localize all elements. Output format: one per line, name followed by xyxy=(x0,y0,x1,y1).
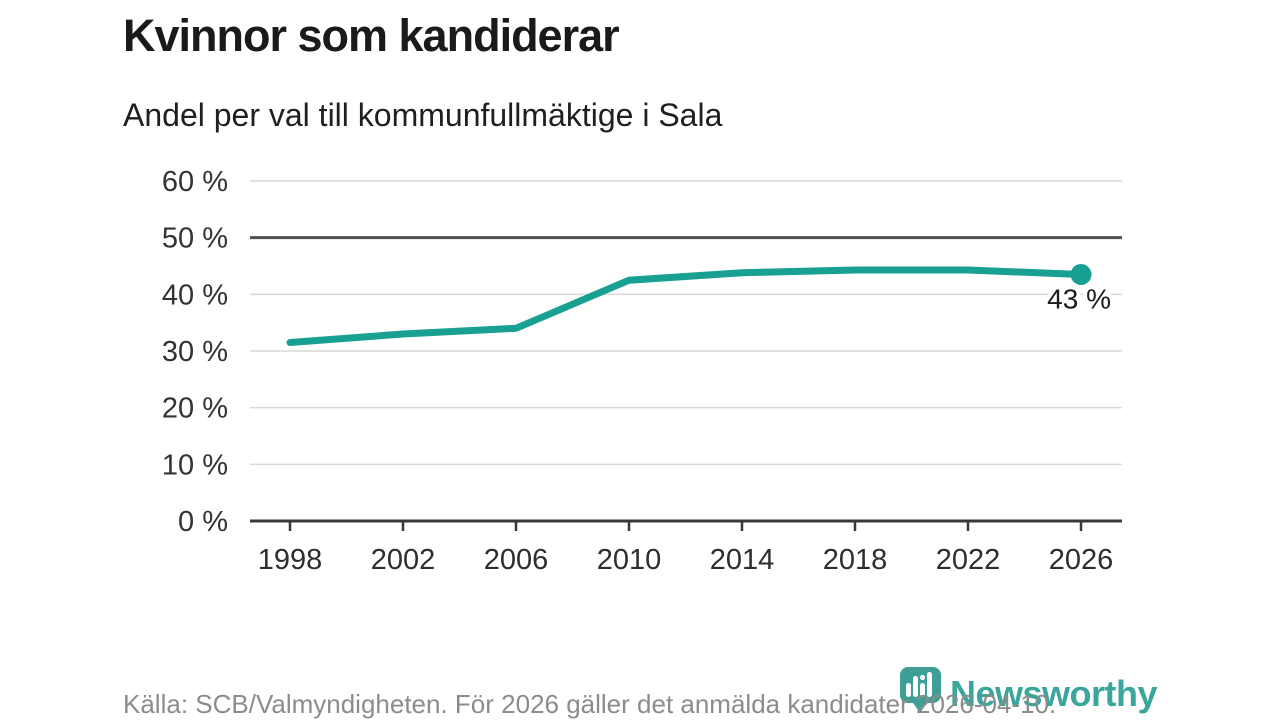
end-point-marker xyxy=(1070,264,1092,285)
x-tick-label: 1998 xyxy=(258,544,323,576)
y-tick-label: 30 % xyxy=(162,336,228,368)
y-tick-label: 40 % xyxy=(162,279,228,311)
y-tick-label: 10 % xyxy=(162,449,228,481)
x-tick-label: 2002 xyxy=(371,544,436,576)
end-value-label: 43 % xyxy=(1047,284,1111,315)
data-series-line xyxy=(286,266,1085,346)
x-tick-label: 2022 xyxy=(936,544,1001,576)
y-tick-label: 60 % xyxy=(162,166,228,198)
x-tick-label: 2018 xyxy=(823,544,888,576)
source-note: Källa: SCB/Valmyndigheten. För 2026 gäll… xyxy=(123,689,1057,719)
chart-subtitle: Andel per val till kommunfullmäktige i S… xyxy=(123,97,723,133)
newsworthy-logo: Newsworthy xyxy=(899,666,1158,714)
x-tick-label: 2010 xyxy=(597,544,662,576)
newsworthy-wordmark: Newsworthy xyxy=(950,673,1158,714)
y-tick-label: 20 % xyxy=(162,393,228,425)
y-tick-label: 0 % xyxy=(178,506,228,538)
newsworthy-pin-barchart-icon xyxy=(900,667,941,713)
y-tick-label: 50 % xyxy=(162,223,228,255)
x-tick-label: 2006 xyxy=(484,544,549,576)
x-tick-label: 2014 xyxy=(710,544,775,576)
x-tick-label: 2026 xyxy=(1049,544,1114,576)
chart-title: Kvinnor som kandiderar xyxy=(123,10,620,61)
